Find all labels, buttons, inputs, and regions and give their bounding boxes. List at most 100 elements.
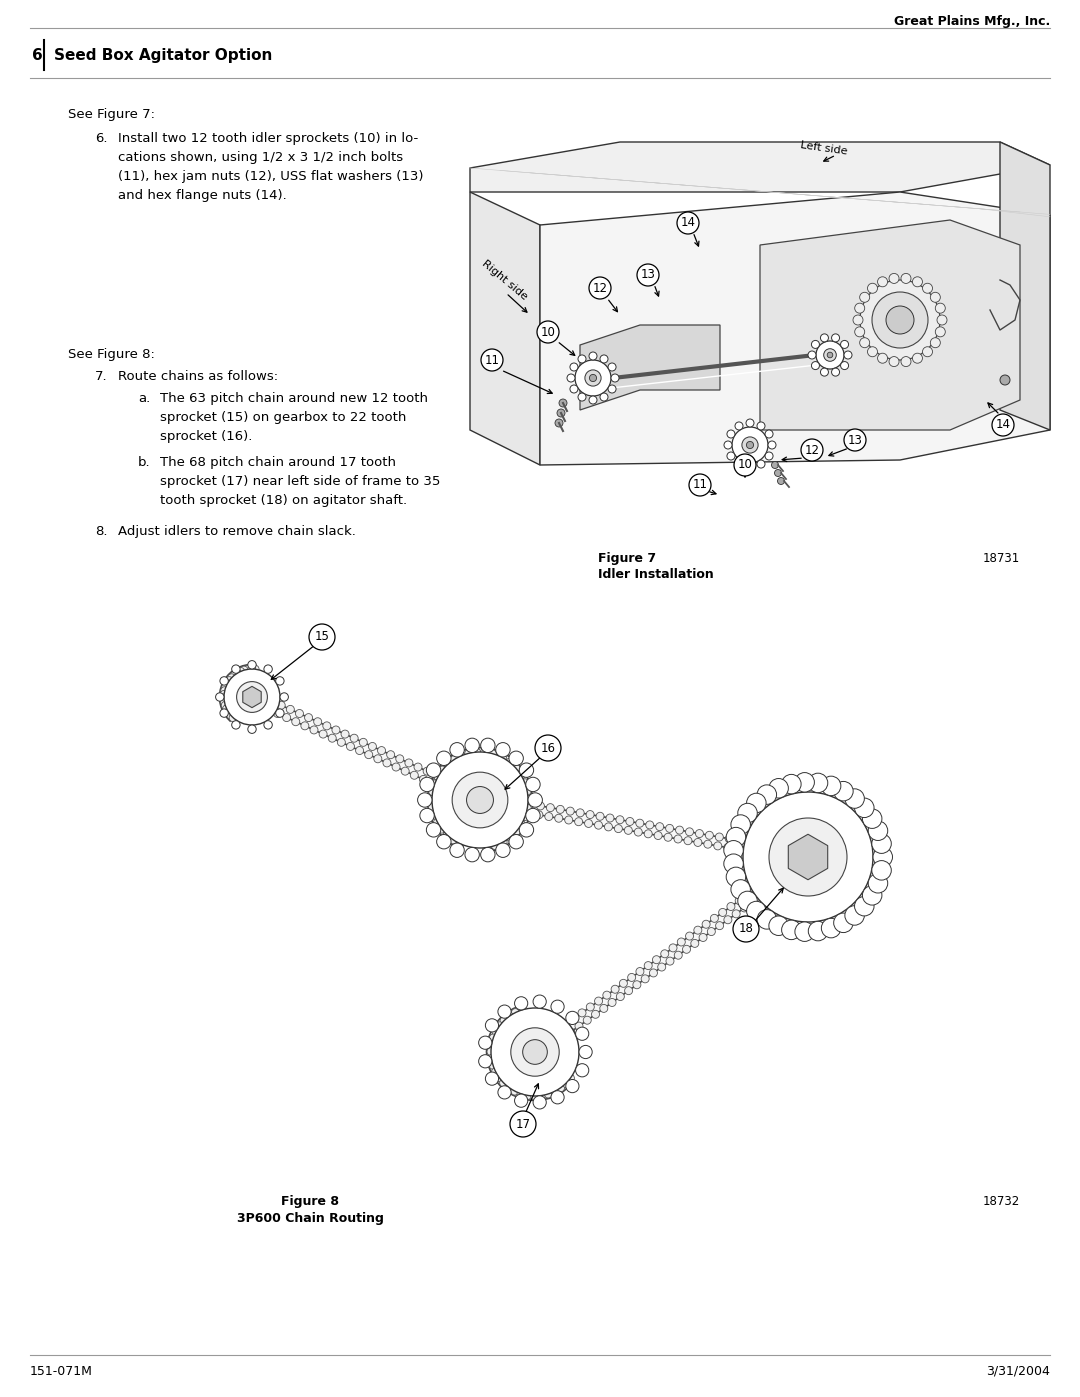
Circle shape bbox=[599, 1004, 608, 1013]
Circle shape bbox=[854, 798, 874, 817]
Circle shape bbox=[617, 993, 624, 1000]
Circle shape bbox=[319, 731, 327, 738]
Circle shape bbox=[378, 746, 386, 754]
Circle shape bbox=[542, 1046, 550, 1053]
Circle shape bbox=[255, 701, 264, 710]
Circle shape bbox=[475, 800, 483, 809]
Circle shape bbox=[636, 819, 644, 827]
Circle shape bbox=[863, 886, 882, 905]
Circle shape bbox=[785, 845, 793, 854]
Circle shape bbox=[222, 705, 231, 712]
Polygon shape bbox=[739, 816, 780, 918]
Circle shape bbox=[481, 749, 488, 756]
Circle shape bbox=[507, 833, 514, 841]
Circle shape bbox=[746, 419, 754, 427]
Circle shape bbox=[414, 763, 422, 771]
Polygon shape bbox=[580, 326, 720, 409]
Circle shape bbox=[754, 849, 761, 856]
Circle shape bbox=[758, 900, 766, 907]
Circle shape bbox=[566, 1011, 579, 1024]
Text: 13: 13 bbox=[640, 268, 656, 282]
Circle shape bbox=[646, 821, 653, 828]
Circle shape bbox=[782, 875, 789, 883]
Circle shape bbox=[450, 743, 464, 757]
Circle shape bbox=[930, 338, 941, 348]
Circle shape bbox=[746, 884, 755, 891]
Circle shape bbox=[824, 349, 836, 362]
Circle shape bbox=[481, 738, 495, 753]
Circle shape bbox=[693, 838, 702, 847]
Circle shape bbox=[545, 1032, 553, 1041]
Circle shape bbox=[611, 374, 619, 381]
Circle shape bbox=[450, 842, 464, 858]
Circle shape bbox=[674, 951, 683, 960]
Circle shape bbox=[843, 429, 866, 451]
Circle shape bbox=[579, 1045, 592, 1059]
Circle shape bbox=[816, 341, 843, 369]
Circle shape bbox=[570, 386, 578, 393]
Circle shape bbox=[600, 355, 608, 363]
Circle shape bbox=[244, 665, 252, 673]
Circle shape bbox=[251, 665, 259, 673]
Circle shape bbox=[555, 814, 563, 823]
Circle shape bbox=[477, 792, 486, 800]
Circle shape bbox=[566, 807, 575, 814]
Circle shape bbox=[873, 847, 892, 866]
Circle shape bbox=[245, 690, 259, 704]
Circle shape bbox=[702, 921, 711, 928]
Text: a.: a. bbox=[138, 393, 150, 405]
Circle shape bbox=[323, 722, 330, 729]
Circle shape bbox=[760, 879, 768, 887]
Circle shape bbox=[535, 735, 561, 761]
Circle shape bbox=[264, 665, 272, 673]
Circle shape bbox=[499, 838, 508, 847]
Circle shape bbox=[590, 374, 596, 381]
Circle shape bbox=[427, 823, 441, 837]
Circle shape bbox=[429, 788, 436, 795]
Circle shape bbox=[886, 306, 914, 334]
Circle shape bbox=[498, 1085, 511, 1099]
Circle shape bbox=[594, 821, 603, 830]
Circle shape bbox=[521, 778, 529, 787]
Circle shape bbox=[443, 831, 451, 840]
Circle shape bbox=[727, 902, 734, 911]
Circle shape bbox=[778, 478, 784, 485]
Circle shape bbox=[805, 848, 813, 856]
Circle shape bbox=[707, 928, 715, 936]
Circle shape bbox=[592, 1010, 599, 1018]
Circle shape bbox=[392, 763, 400, 771]
Circle shape bbox=[221, 701, 229, 710]
Circle shape bbox=[822, 777, 841, 796]
Circle shape bbox=[705, 831, 714, 840]
Text: b.: b. bbox=[138, 455, 150, 469]
Circle shape bbox=[497, 795, 504, 803]
Circle shape bbox=[436, 752, 451, 766]
Circle shape bbox=[229, 714, 238, 722]
Circle shape bbox=[505, 806, 513, 813]
Circle shape bbox=[795, 922, 814, 942]
Circle shape bbox=[517, 1006, 526, 1014]
Circle shape bbox=[644, 961, 652, 970]
Circle shape bbox=[589, 352, 597, 360]
Circle shape bbox=[517, 820, 525, 828]
Circle shape bbox=[220, 697, 228, 705]
Circle shape bbox=[578, 355, 586, 363]
Circle shape bbox=[537, 802, 544, 810]
Circle shape bbox=[755, 840, 764, 848]
Circle shape bbox=[586, 810, 594, 819]
Circle shape bbox=[220, 690, 228, 698]
Circle shape bbox=[292, 718, 300, 725]
Circle shape bbox=[741, 904, 748, 912]
Circle shape bbox=[616, 816, 624, 824]
Circle shape bbox=[807, 856, 814, 865]
Circle shape bbox=[757, 460, 765, 468]
Circle shape bbox=[496, 842, 510, 858]
Circle shape bbox=[769, 778, 788, 798]
Circle shape bbox=[360, 739, 367, 746]
Circle shape bbox=[872, 292, 928, 348]
Circle shape bbox=[785, 861, 793, 869]
Text: 6: 6 bbox=[32, 47, 43, 63]
Circle shape bbox=[341, 731, 349, 738]
Circle shape bbox=[764, 851, 771, 859]
Circle shape bbox=[368, 742, 377, 750]
